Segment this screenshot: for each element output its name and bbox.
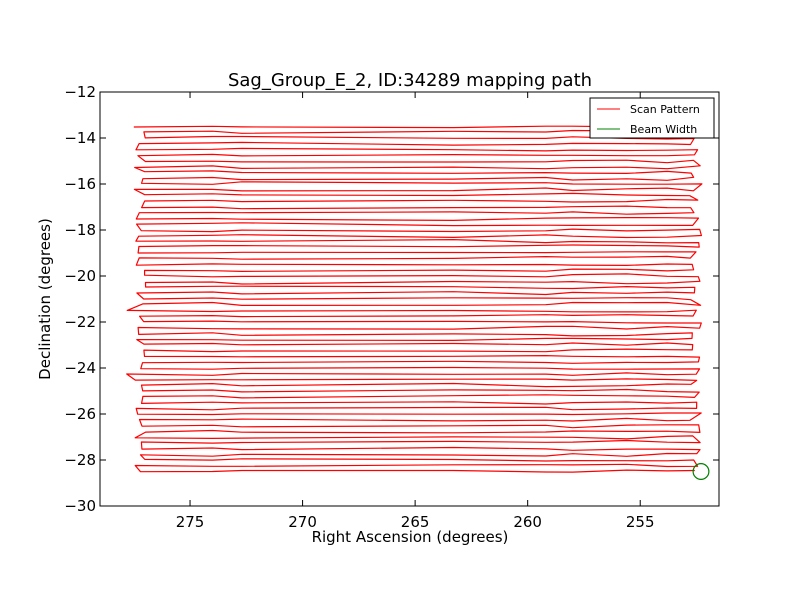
y-tick-label: −16 — [64, 175, 96, 193]
y-tick-label: −14 — [64, 129, 96, 147]
y-axis-label: Declination (degrees) — [36, 218, 54, 380]
y-tick-label: −22 — [64, 313, 96, 331]
y-tick-label: −24 — [64, 359, 96, 377]
x-tick-label: 255 — [626, 513, 655, 531]
x-tick-label: 260 — [513, 513, 542, 531]
scan-pattern-series — [126, 125, 703, 473]
x-tick-label: 265 — [401, 513, 430, 531]
scan-pattern-line — [126, 125, 703, 473]
legend-box — [589, 97, 715, 139]
x-axis-label: Right Ascension (degrees) — [312, 528, 509, 546]
x-axis-ticks: 275 270 265 260 255 — [176, 92, 655, 531]
x-tick-label: 270 — [288, 513, 317, 531]
y-tick-label: −28 — [64, 451, 96, 469]
beam-width-series — [692, 463, 710, 480]
y-tick-label: −12 — [64, 83, 96, 101]
y-tick-label: −26 — [64, 405, 96, 423]
y-axis-ticks: −12 −14 −16 −18 −20 −22 −24 −26 −28 −30 — [64, 83, 719, 515]
beam-width-circle — [692, 463, 710, 480]
x-tick-label: 275 — [176, 513, 205, 531]
y-tick-label: −20 — [64, 267, 96, 285]
plot-area-frame — [99, 91, 720, 507]
y-tick-label: −18 — [64, 221, 96, 239]
y-tick-label: −30 — [64, 497, 96, 515]
chart-title: Sag_Group_E_2, ID:34289 mapping path — [228, 70, 592, 91]
legend-label-scan-pattern: Scan Pattern — [630, 103, 700, 116]
legend: Scan Pattern Beam Width — [589, 97, 715, 139]
legend-label-beam-width: Beam Width — [630, 123, 697, 136]
